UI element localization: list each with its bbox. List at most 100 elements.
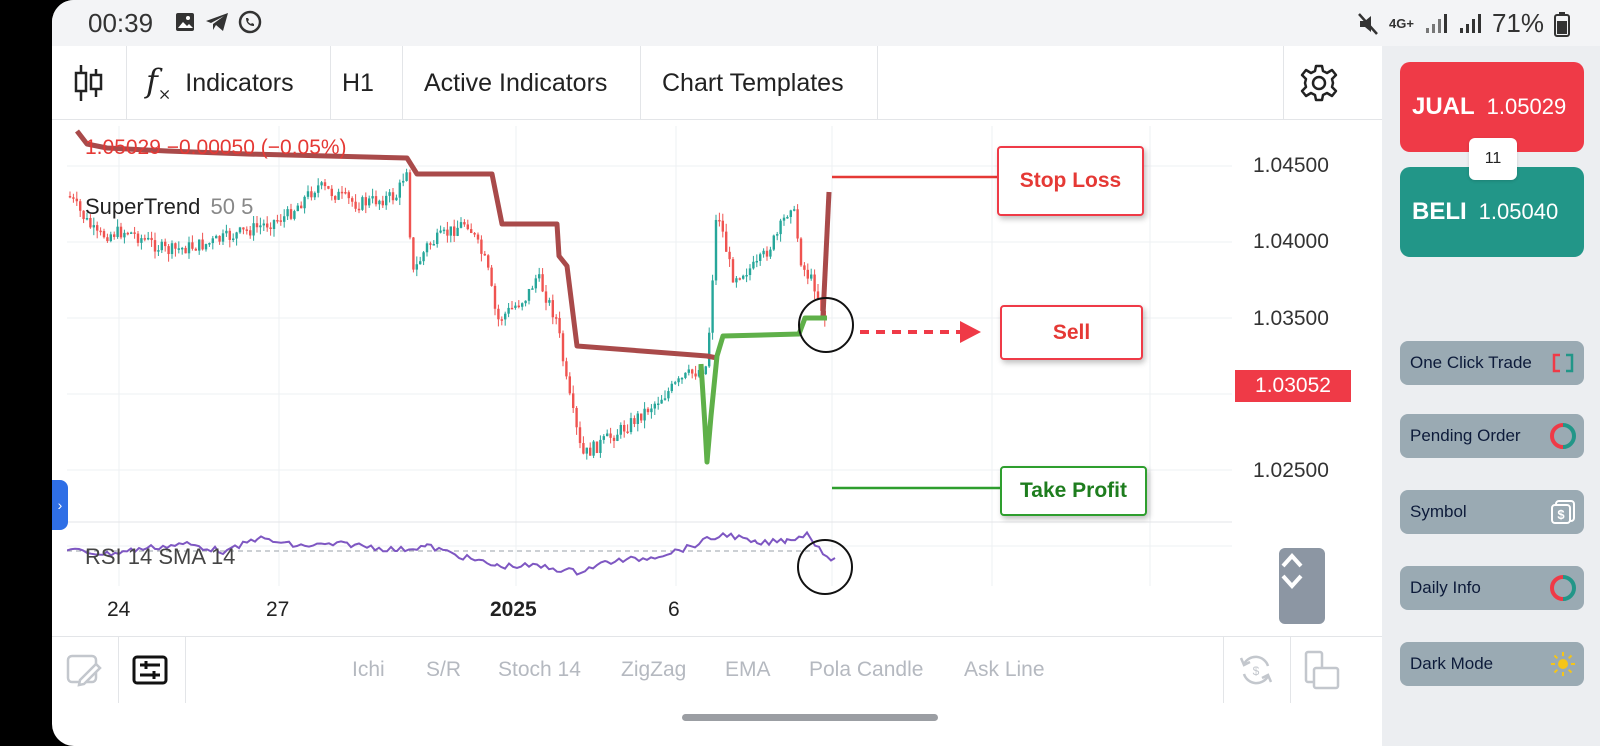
pending-ring-icon [1550, 423, 1576, 449]
refresh-button[interactable]: $ [1238, 637, 1274, 703]
quick-item-zigzag[interactable]: ZigZag [621, 658, 687, 681]
candle-body [510, 307, 514, 310]
candle-body [463, 222, 466, 225]
bottom-toolbar: Ichi S/R Stoch 14 ZigZag EMA Pola Candle… [52, 636, 1382, 703]
candle-body [799, 238, 803, 266]
quick-item-pola-candle[interactable]: Pola Candle [809, 658, 924, 681]
supertrend-up-line [698, 315, 827, 465]
candle-body [432, 244, 435, 246]
candle-body [109, 234, 112, 242]
indicator-panel-icon [132, 655, 168, 685]
candle-body [106, 237, 109, 242]
quick-item-stoch[interactable]: Stoch 14 [498, 658, 581, 681]
candle-body [82, 210, 85, 220]
candle-body [320, 182, 323, 186]
candle-body [218, 235, 221, 242]
symbol-button[interactable]: Symbol $ [1400, 490, 1584, 534]
layout-button[interactable] [1304, 637, 1340, 703]
chart-type-button[interactable] [72, 46, 124, 120]
sell-button[interactable]: JUAL 1.05029 [1400, 62, 1584, 152]
indicators-button[interactable]: f× Indicators [146, 46, 294, 120]
rsi-legend[interactable]: RSI 14 SMA 14 [85, 544, 236, 569]
candle-body [323, 182, 327, 187]
daily-info-button[interactable]: Daily Info [1400, 566, 1584, 610]
candle-body [629, 418, 633, 433]
candle-body [242, 227, 245, 230]
candle-body [181, 247, 184, 250]
candle-body [327, 186, 330, 189]
chart-templates-label: Chart Templates [662, 68, 844, 97]
candle-body [96, 225, 99, 231]
sell-arrow-head [960, 321, 981, 343]
side-drawer-toggle[interactable]: › [52, 480, 68, 530]
scale-toggle-button[interactable] [1279, 548, 1325, 624]
candle-body [595, 441, 599, 453]
indicators-label: Indicators [185, 68, 294, 97]
candle-body [99, 230, 102, 233]
buy-button[interactable]: BELI 1.05040 [1400, 167, 1584, 257]
candle-body [721, 220, 724, 232]
candle-body [113, 234, 116, 237]
candle-body [663, 398, 667, 400]
candle-body [147, 237, 150, 240]
quick-item-sr[interactable]: S/R [426, 658, 462, 681]
candle-body [538, 274, 541, 279]
candle-body [422, 252, 425, 262]
mute-icon [1358, 12, 1378, 35]
candle-body [657, 403, 660, 406]
app-frame: 00:39 4G+ 71% f× Indicators H1 [52, 0, 1600, 746]
candle-body [368, 198, 371, 206]
candle-body [116, 226, 119, 237]
candle-body [119, 226, 123, 238]
candle-body [340, 191, 344, 194]
dark-mode-button[interactable]: Dark Mode [1400, 642, 1584, 686]
gesture-bar[interactable] [682, 714, 938, 721]
quick-indicators-button[interactable] [132, 637, 168, 703]
candle-body [160, 241, 163, 251]
quick-item-ichi[interactable]: Ichi [352, 658, 385, 681]
candle-body [351, 198, 354, 202]
price-chart[interactable]: 1.05029 −0.00050 (−0.05%) SuperTrend 50 … [67, 126, 1382, 636]
drawing-tools-button[interactable] [66, 637, 102, 703]
svg-text:$: $ [1557, 507, 1565, 522]
candle-body [646, 408, 650, 413]
chart-canvas[interactable] [67, 126, 1382, 636]
active-indicators-label: Active Indicators [424, 68, 608, 97]
candle-body [269, 227, 272, 230]
candle-body [555, 317, 558, 319]
candle-body [527, 288, 531, 301]
signal-icon [1425, 13, 1447, 33]
quick-item-ask-line[interactable]: Ask Line [964, 658, 1045, 681]
pending-order-button[interactable]: Pending Order [1400, 414, 1584, 458]
quick-item-ema[interactable]: EMA [725, 658, 771, 681]
candle-body [255, 223, 259, 228]
candle-body [697, 370, 701, 377]
candle-body [459, 222, 463, 228]
candle-body [228, 230, 231, 240]
candle-body [235, 232, 238, 239]
candle-body [796, 209, 799, 239]
candle-body [361, 197, 364, 210]
one-click-trade-button[interactable]: One Click Trade [1400, 341, 1584, 385]
active-indicators-button[interactable]: Active Indicators [424, 46, 607, 120]
toggle-icon [1552, 353, 1574, 373]
settings-button[interactable] [1299, 46, 1339, 120]
signal-circle [798, 297, 854, 353]
candle-body [521, 303, 524, 307]
candle-body [565, 361, 568, 377]
candle-body [313, 192, 316, 198]
candle-body [79, 201, 82, 211]
candle-body [694, 373, 697, 377]
candle-body [803, 265, 806, 270]
candle-body [582, 443, 585, 454]
supertrend-legend[interactable]: SuperTrend 50 5 [85, 194, 253, 220]
timeframe-button[interactable]: H1 [342, 46, 374, 120]
chart-templates-button[interactable]: Chart Templates [662, 46, 844, 120]
candle-body [89, 218, 92, 228]
sell-price: 1.05029 [1486, 94, 1567, 119]
candle-body [517, 305, 520, 308]
candle-body [483, 253, 486, 256]
pencil-icon [66, 654, 102, 687]
candle-body [436, 232, 439, 245]
candle-body [344, 192, 347, 194]
